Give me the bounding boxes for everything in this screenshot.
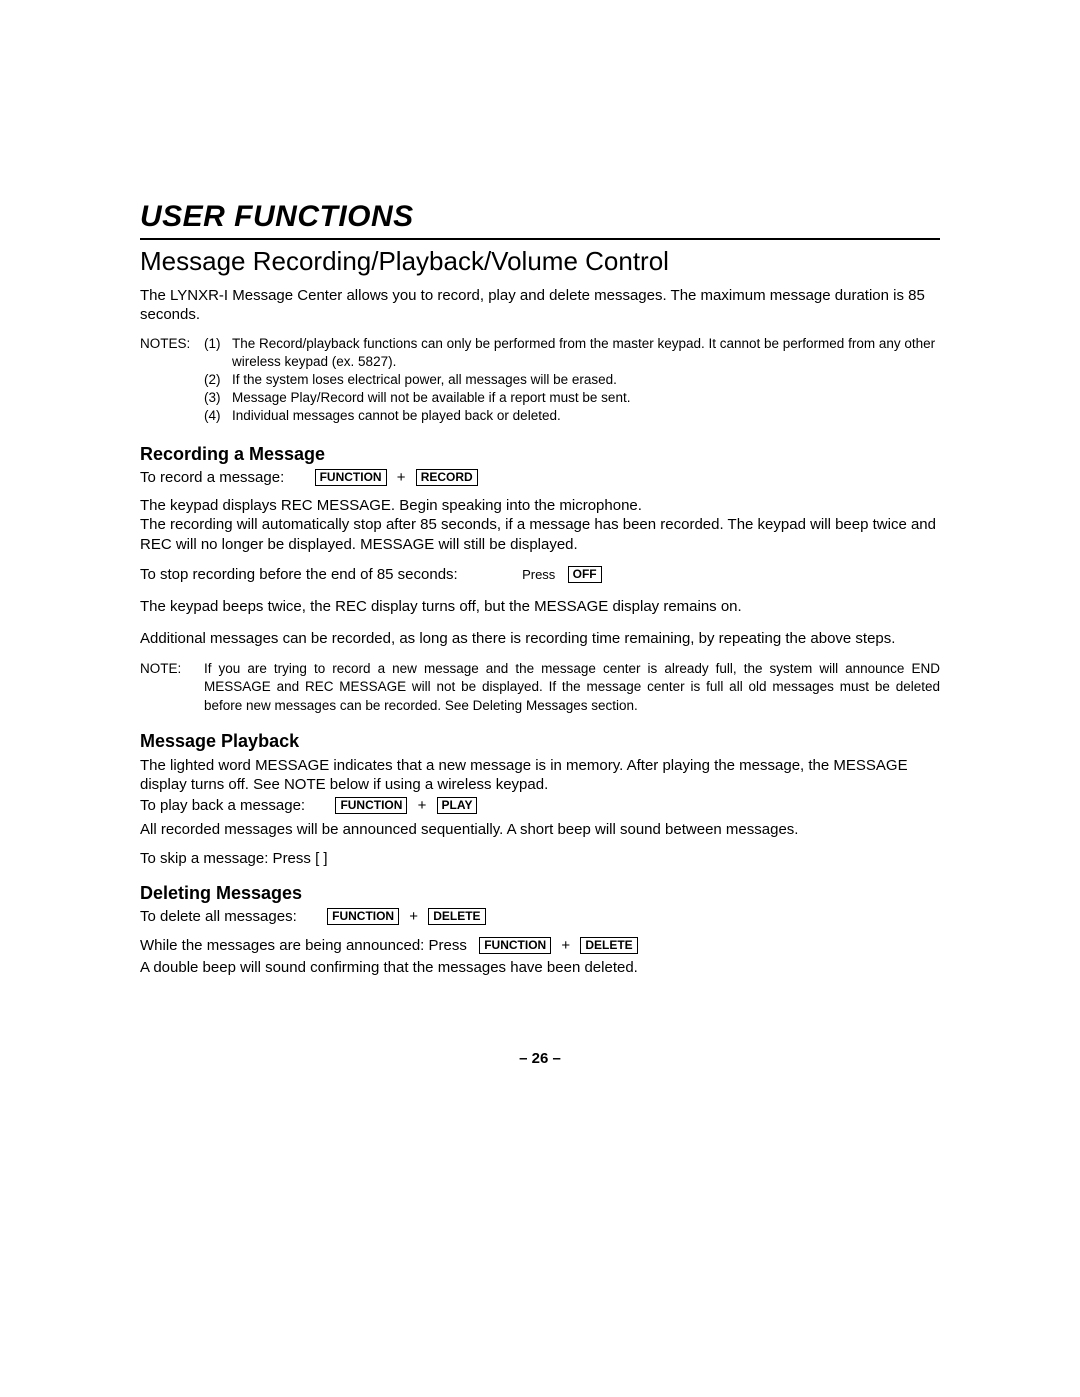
recording-note: NOTE: If you are trying to record a new … [140,660,940,715]
key-function: FUNCTION [327,908,399,925]
skip-instruction: To skip a message: Press [ ] [140,849,940,869]
plus-sign: + [397,469,406,486]
to-play-label: To play back a message: [140,797,305,814]
record-instruction: To record a message: FUNCTION + RECORD [140,469,940,486]
intro-paragraph: The LYNXR-I Message Center allows you to… [140,287,940,325]
stop-instruction: To stop recording before the end of 85 s… [140,566,940,583]
playback-instruction: To play back a message: FUNCTION + PLAY [140,797,940,814]
page-number: – 26 – [0,1050,1080,1067]
delete-while-instruction: While the messages are being announced: … [140,937,940,954]
note-row: (3) Message Play/Record will not be avai… [204,389,940,407]
section-heading-deleting: Deleting Messages [140,883,940,904]
plus-sign: + [561,937,570,954]
note-text: If you are trying to record a new messag… [204,660,940,715]
plus-sign: + [409,908,418,925]
recording-paragraph-2: The recording will automatically stop af… [140,515,940,554]
notes-label: NOTES: [140,335,204,371]
delete-instruction: To delete all messages: FUNCTION + DELET… [140,908,940,925]
notes-block: NOTES: (1) The Record/playback functions… [140,335,940,426]
to-record-label: To record a message: [140,469,284,486]
plus-sign: + [418,797,427,814]
key-play: PLAY [437,797,478,814]
key-record: RECORD [416,469,478,486]
delete-confirmation-paragraph: A double beep will sound confirming that… [140,958,940,978]
note-label: NOTE: [140,660,204,715]
page-subtitle: Message Recording/Playback/Volume Contro… [140,246,940,277]
recording-paragraph-4: Additional messages can be recorded, as … [140,629,940,649]
press-label: Press [522,567,555,582]
title-rule [140,238,940,240]
section-heading-recording: Recording a Message [140,444,940,465]
note-row: (2) If the system loses electrical power… [204,371,940,389]
section-heading-playback: Message Playback [140,731,940,752]
manual-page: USER FUNCTIONS Message Recording/Playbac… [0,0,1080,1397]
while-label: While the messages are being announced: … [140,937,467,954]
recording-paragraph-3: The keypad beeps twice, the REC display … [140,597,940,617]
note-text: Message Play/Record will not be availabl… [232,389,940,407]
key-function: FUNCTION [479,937,551,954]
key-delete: DELETE [428,908,485,925]
note-number: (1) [204,335,232,371]
note-text: The Record/playback functions can only b… [232,335,940,371]
page-title: USER FUNCTIONS [140,200,940,234]
note-number: (4) [204,407,232,425]
key-delete: DELETE [580,937,637,954]
recording-paragraph-1: The keypad displays REC MESSAGE. Begin s… [140,496,940,516]
stop-label: To stop recording before the end of 85 s… [140,566,458,583]
note-text: If the system loses electrical power, al… [232,371,940,389]
key-off: OFF [568,566,602,583]
key-function: FUNCTION [315,469,387,486]
note-text: Individual messages cannot be played bac… [232,407,940,425]
key-function: FUNCTION [335,797,407,814]
to-delete-label: To delete all messages: [140,908,297,925]
note-row: NOTES: (1) The Record/playback functions… [140,335,940,371]
note-number: (2) [204,371,232,389]
playback-paragraph-1: The lighted word MESSAGE indicates that … [140,756,940,795]
playback-paragraph-2: All recorded messages will be announced … [140,820,940,840]
note-row: (4) Individual messages cannot be played… [204,407,940,425]
note-number: (3) [204,389,232,407]
